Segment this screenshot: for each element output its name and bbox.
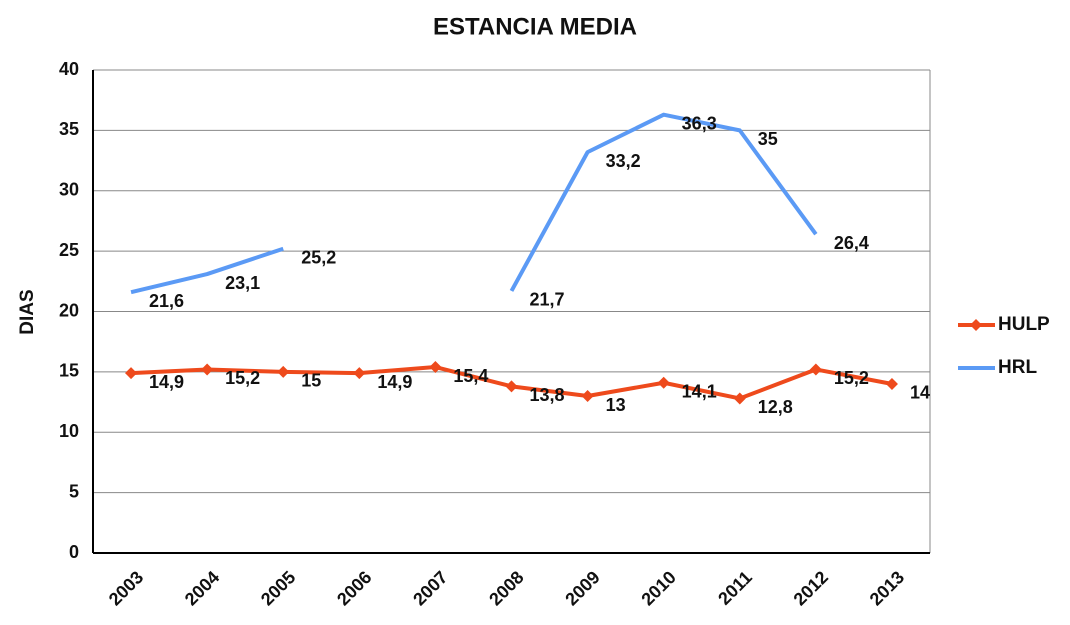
x-tick-label: 2012 xyxy=(790,567,832,609)
x-tick-label: 2008 xyxy=(485,567,527,609)
legend-label: HRL xyxy=(998,357,1037,378)
y-axis-label: DIAS xyxy=(17,289,38,334)
x-tick-label: 2005 xyxy=(257,567,299,609)
y-tick-label: 5 xyxy=(69,481,79,501)
x-tick-label: 2009 xyxy=(561,567,603,609)
x-tick-label: 2010 xyxy=(637,567,679,609)
legend-label: HULP xyxy=(998,314,1050,335)
data-label: 15,4 xyxy=(453,366,488,386)
data-label: 14 xyxy=(910,383,930,403)
x-tick-label: 2006 xyxy=(333,567,375,609)
marker xyxy=(353,367,366,380)
x-tick-label: 2004 xyxy=(181,567,223,609)
y-tick-label: 35 xyxy=(59,119,79,139)
y-tick-label: 30 xyxy=(59,180,79,200)
series-line xyxy=(509,112,818,292)
data-label: 14,9 xyxy=(149,372,184,392)
data-label: 15 xyxy=(301,371,321,391)
y-tick-label: 20 xyxy=(59,300,79,320)
data-label: 36,3 xyxy=(682,113,717,133)
y-tick-label: 25 xyxy=(59,240,79,260)
x-tick-label: 2007 xyxy=(409,567,451,609)
marker xyxy=(885,377,898,390)
marker xyxy=(809,363,822,376)
marker xyxy=(733,392,746,405)
data-label: 15,2 xyxy=(834,368,869,388)
marker xyxy=(201,363,214,376)
marker xyxy=(125,367,138,380)
y-tick-label: 40 xyxy=(59,59,79,79)
x-tick-label: 2011 xyxy=(714,567,756,609)
legend-marker xyxy=(970,319,982,331)
data-label: 21,6 xyxy=(149,291,184,311)
marker xyxy=(429,361,442,374)
marker xyxy=(505,380,518,393)
data-label: 33,2 xyxy=(606,151,641,171)
data-label: 13,8 xyxy=(530,385,565,405)
series-line xyxy=(130,246,284,295)
data-label: 25,2 xyxy=(301,247,336,267)
x-tick-label: 2003 xyxy=(105,567,147,609)
data-label: 14,1 xyxy=(682,381,717,401)
y-tick-label: 0 xyxy=(69,542,79,562)
y-tick-label: 15 xyxy=(59,361,79,381)
data-label: 15,2 xyxy=(225,368,260,388)
data-label: 23,1 xyxy=(225,273,260,293)
y-tick-label: 10 xyxy=(59,421,79,441)
data-label: 21,7 xyxy=(530,290,565,310)
marker xyxy=(657,376,670,389)
data-label: 35 xyxy=(758,129,778,149)
marker xyxy=(581,390,594,403)
data-label: 26,4 xyxy=(834,233,869,253)
data-label: 14,9 xyxy=(377,372,412,392)
chart-title: ESTANCIA MEDIA xyxy=(433,13,637,40)
data-label: 12,8 xyxy=(758,397,793,417)
x-tick-label: 2013 xyxy=(866,567,908,609)
data-label: 13 xyxy=(606,395,626,415)
marker xyxy=(277,365,290,378)
